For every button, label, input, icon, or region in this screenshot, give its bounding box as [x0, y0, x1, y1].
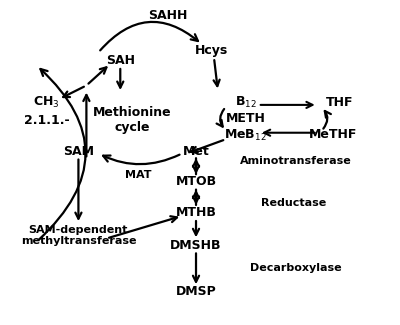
FancyArrowPatch shape	[191, 140, 223, 153]
FancyArrowPatch shape	[193, 221, 199, 235]
FancyArrowPatch shape	[264, 130, 315, 136]
Text: MeB$_{12}$: MeB$_{12}$	[224, 127, 267, 143]
Text: SAH: SAH	[106, 54, 135, 67]
FancyArrowPatch shape	[193, 161, 199, 174]
FancyArrowPatch shape	[103, 155, 180, 164]
FancyArrowPatch shape	[193, 189, 199, 202]
Text: Decarboxylase: Decarboxylase	[250, 263, 342, 273]
Text: SAM: SAM	[63, 145, 94, 158]
FancyArrowPatch shape	[63, 87, 84, 97]
Text: Aminotransferase: Aminotransferase	[240, 156, 352, 166]
Text: METH: METH	[226, 112, 266, 125]
Text: DMSP: DMSP	[176, 285, 216, 298]
FancyArrowPatch shape	[39, 69, 86, 240]
FancyArrowPatch shape	[193, 158, 199, 172]
Text: DMSHB: DMSHB	[170, 239, 222, 252]
Text: Methionine
cycle: Methionine cycle	[93, 106, 172, 135]
Text: B$_{12}$: B$_{12}$	[235, 95, 257, 110]
FancyArrowPatch shape	[109, 216, 177, 238]
FancyArrowPatch shape	[216, 109, 224, 127]
FancyArrowPatch shape	[75, 160, 82, 219]
FancyArrowPatch shape	[100, 22, 198, 50]
FancyArrowPatch shape	[323, 111, 331, 129]
Text: SAM-dependent
methyltransferase: SAM-dependent methyltransferase	[21, 225, 136, 246]
FancyArrowPatch shape	[117, 69, 123, 88]
FancyArrowPatch shape	[83, 95, 90, 156]
Text: Hcys: Hcys	[195, 44, 228, 57]
FancyArrowPatch shape	[88, 67, 106, 84]
FancyArrowPatch shape	[260, 102, 312, 108]
Text: 2.1.1.-: 2.1.1.-	[24, 114, 69, 127]
Text: MAT: MAT	[125, 170, 152, 180]
Text: MTHB: MTHB	[176, 206, 216, 219]
FancyArrowPatch shape	[193, 253, 199, 282]
Text: CH$_3$: CH$_3$	[33, 95, 60, 110]
Text: Reductase: Reductase	[261, 198, 326, 208]
Text: MTOB: MTOB	[176, 176, 216, 188]
Text: SAHH: SAHH	[148, 9, 188, 22]
FancyArrowPatch shape	[214, 60, 220, 86]
Text: THF: THF	[326, 96, 353, 109]
FancyArrowPatch shape	[193, 192, 199, 205]
Text: Met: Met	[183, 145, 209, 158]
Text: MeTHF: MeTHF	[309, 128, 358, 141]
